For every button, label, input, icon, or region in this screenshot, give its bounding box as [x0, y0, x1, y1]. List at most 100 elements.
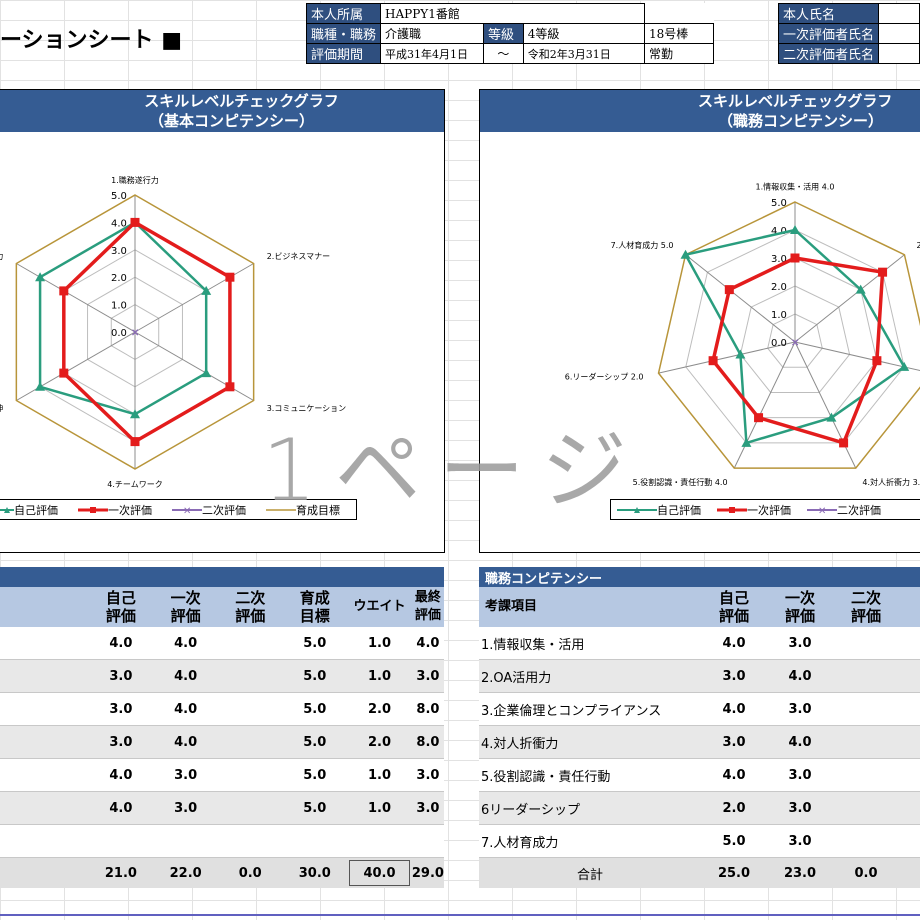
grade-value[interactable]: 4等級	[522, 23, 646, 44]
score-cell[interactable]: 5.0	[282, 725, 348, 759]
score-cell[interactable]: 4.0	[153, 627, 219, 660]
score-cell[interactable]: 5.0	[282, 791, 348, 825]
score-cell[interactable]: 1.0	[347, 659, 412, 693]
affiliation-label: 本人所属	[305, 3, 382, 24]
score-cell[interactable]: 4.0	[153, 659, 219, 693]
period-end[interactable]: 令和2年3月31日	[522, 43, 646, 64]
score-cell[interactable]	[218, 758, 283, 792]
score-cell[interactable]: 3.0	[88, 725, 154, 759]
period-start[interactable]: 平成31年4月1日	[380, 43, 484, 64]
score-cell[interactable]: 5.0	[282, 692, 348, 726]
score-cell[interactable]	[218, 692, 283, 726]
total-cell[interactable]: 22.0	[153, 857, 219, 888]
score-cell[interactable]	[833, 692, 899, 726]
score-cell[interactable]: 4.0	[153, 692, 219, 726]
score-cell[interactable]	[833, 659, 899, 693]
score-cell[interactable]	[218, 659, 283, 693]
score-cell[interactable]: 3.0	[88, 659, 154, 693]
score-cell[interactable]	[218, 725, 283, 759]
score-cell[interactable]: 8.0	[411, 725, 444, 759]
first-evaluator-label: 一次評価者氏名	[777, 23, 880, 44]
score-cell[interactable]: 4.0	[88, 627, 154, 660]
score-cell[interactable]	[88, 824, 154, 858]
score-cell[interactable]: 1.0	[347, 627, 412, 660]
total-cell[interactable]: 40.0	[347, 857, 412, 888]
score-cell[interactable]: 5.0	[282, 758, 348, 792]
score-cell[interactable]	[218, 824, 283, 858]
score-cell[interactable]: 3.0	[153, 758, 219, 792]
score-cell[interactable]	[833, 791, 899, 825]
score-cell[interactable]: 3.0	[767, 758, 833, 792]
score-cell[interactable]	[833, 627, 899, 660]
score-cell[interactable]	[833, 758, 899, 792]
score-cell[interactable]: 1.0	[347, 791, 412, 825]
score-cell[interactable]	[153, 824, 219, 858]
score-cell[interactable]: 5.0	[282, 627, 348, 660]
radar-tick-label: 3.0	[111, 246, 127, 257]
first-eval-point	[724, 285, 734, 295]
score-cell[interactable]: 4.0	[88, 758, 154, 792]
radar-axis-label: 1.職務遂行力	[111, 175, 159, 185]
second-evaluator-label: 二次評価者氏名	[777, 43, 880, 64]
total-cell[interactable]: 0.0	[833, 857, 899, 888]
score-cell[interactable]: 2.0	[701, 791, 767, 825]
self-eval-point	[680, 249, 691, 259]
total-cell[interactable]: 21.0	[88, 857, 154, 888]
svg-text:✕: ✕	[183, 506, 191, 515]
radar-tick-label: 4.0	[111, 218, 127, 229]
score-cell[interactable]: 3.0	[153, 791, 219, 825]
score-cell[interactable]: 5.0	[701, 824, 767, 858]
score-cell[interactable]: 3.0	[767, 824, 833, 858]
score-cell[interactable]: 4.0	[411, 627, 444, 660]
total-cell[interactable]: 23.0	[767, 857, 833, 888]
score-cell[interactable]: 3.0	[411, 791, 444, 825]
score-cell[interactable]	[218, 627, 283, 660]
score-cell[interactable]: 4.0	[767, 659, 833, 693]
score-cell[interactable]: 2.0	[347, 692, 412, 726]
total-cell[interactable]: 29.0	[411, 857, 444, 888]
score-cell[interactable]: 1.0	[347, 758, 412, 792]
radar-spoke	[794, 341, 857, 469]
score-cell[interactable]: 3.0	[767, 692, 833, 726]
score-cell[interactable]: 2.0	[347, 725, 412, 759]
table-row: 3.0 4.0 5.0 2.0 8.0	[0, 725, 444, 759]
score-cell[interactable]: 3.0	[701, 659, 767, 693]
score-cell[interactable]: 8.0	[411, 692, 444, 726]
total-cell[interactable]: 30.0	[282, 857, 348, 888]
score-cell[interactable]: 4.0	[701, 627, 767, 660]
score-cell[interactable]: 4.0	[701, 692, 767, 726]
self-eval-point	[741, 437, 752, 447]
score-cell[interactable]	[282, 824, 348, 858]
second-eval-point: ✕	[791, 338, 799, 349]
score-cell[interactable]: 3.0	[767, 627, 833, 660]
total-cell[interactable]: 25.0	[701, 857, 767, 888]
item-name-cell: 1.情報収集・活用	[479, 627, 701, 660]
second-eval-point: ✕	[791, 338, 799, 349]
row-blank	[15, 692, 89, 726]
score-cell[interactable]: 5.0	[282, 659, 348, 693]
score-cell[interactable]: 4.0	[701, 758, 767, 792]
name-value[interactable]	[878, 3, 920, 24]
score-cell[interactable]: 3.0	[88, 692, 154, 726]
salary-value[interactable]: 18号棒	[644, 23, 715, 44]
row-blank	[15, 627, 89, 660]
row-blank	[0, 659, 16, 693]
affiliation-value[interactable]: HAPPY1番館	[380, 3, 646, 24]
second-evaluator-value[interactable]	[878, 43, 920, 64]
score-cell[interactable]: 3.0	[767, 791, 833, 825]
job-value[interactable]: 介護職	[380, 23, 484, 44]
score-cell[interactable]	[347, 824, 412, 858]
score-cell[interactable]: 4.0	[153, 725, 219, 759]
score-cell[interactable]	[833, 824, 899, 858]
score-cell[interactable]: 3.0	[411, 758, 444, 792]
employment-value[interactable]: 常勤	[644, 43, 715, 64]
score-cell[interactable]	[218, 791, 283, 825]
total-cell[interactable]: 0.0	[218, 857, 283, 888]
score-cell[interactable]	[411, 824, 444, 858]
score-cell[interactable]: 4.0	[767, 725, 833, 759]
score-cell[interactable]: 3.0	[411, 659, 444, 693]
first-evaluator-value[interactable]	[878, 23, 920, 44]
score-cell[interactable]: 3.0	[701, 725, 767, 759]
score-cell[interactable]: 4.0	[88, 791, 154, 825]
score-cell[interactable]	[833, 725, 899, 759]
